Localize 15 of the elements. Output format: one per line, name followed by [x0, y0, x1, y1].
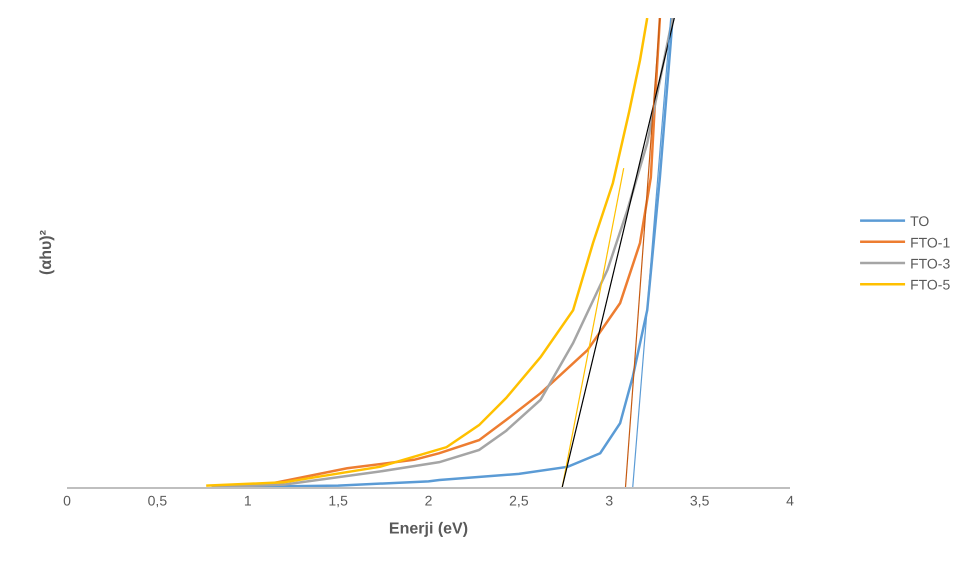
legend-label: TO — [910, 213, 930, 230]
x-axis-title: Enerji (eV) — [388, 520, 468, 538]
x-tick-label: 4 — [786, 492, 794, 509]
x-tick-label: 2 — [424, 492, 433, 509]
legend-label: FTO-5 — [910, 276, 950, 293]
legend-label: FTO-3 — [910, 255, 950, 272]
x-tick-label: 2,5 — [509, 492, 529, 509]
x-tick-label: 0,5 — [148, 492, 168, 509]
x-tick-label: 0 — [63, 492, 72, 509]
x-tick-label: 3,5 — [690, 492, 710, 509]
x-tick-label: 3 — [605, 492, 614, 509]
x-tick-label: 1 — [244, 492, 252, 509]
legend-label: FTO-1 — [910, 234, 950, 250]
x-tick-label: 1,5 — [328, 492, 348, 509]
y-axis-title: (αhυ)² — [38, 230, 55, 275]
